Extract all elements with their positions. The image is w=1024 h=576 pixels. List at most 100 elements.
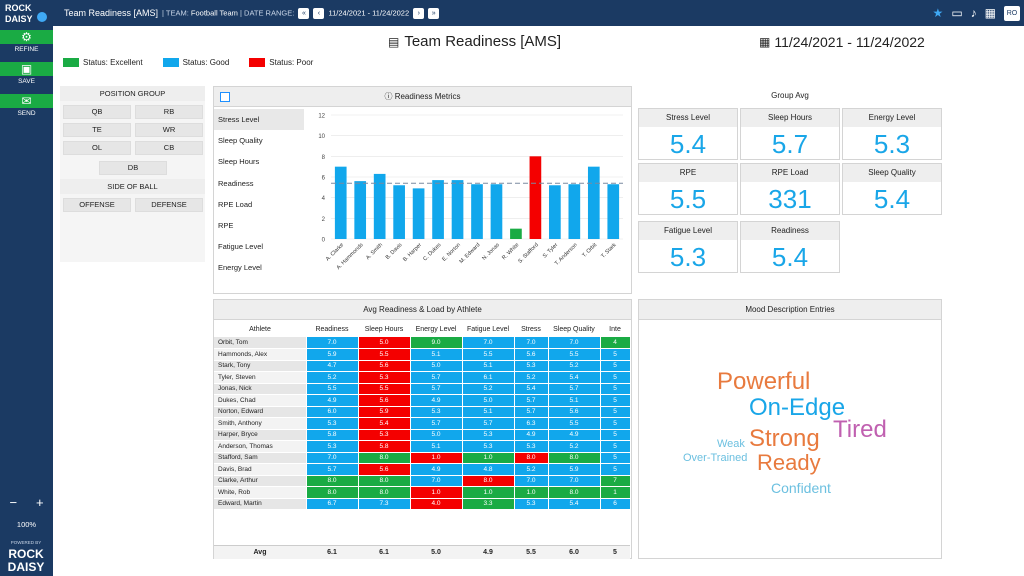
legend-swatch-poor (249, 58, 266, 67)
table-cell: 7.3 (358, 498, 411, 510)
metric-sleep-hours[interactable]: Sleep Hours (218, 157, 260, 167)
metric-readiness[interactable]: Readiness (218, 178, 254, 188)
save-button[interactable]: ▣ SAVE (0, 62, 53, 85)
favorite-star-icon[interactable]: ★ (932, 6, 944, 20)
column-header[interactable]: Athlete (214, 321, 306, 337)
table-cell: 8.0 (358, 475, 411, 487)
svg-text:DAISY: DAISY (8, 560, 45, 574)
tile-label: Readiness (741, 222, 839, 240)
filter-defense[interactable]: DEFENSE (135, 198, 203, 212)
table-row[interactable]: Anderson, Thomas 5.3 5.8 5.1 5.3 5.3 5.2 5 (214, 440, 630, 453)
bar (529, 156, 542, 239)
filter-offense[interactable]: OFFENSE (63, 198, 131, 212)
tile-energy-level: Energy Level 5.3 (842, 108, 942, 160)
filter-qb[interactable]: QB (63, 105, 131, 119)
table-row[interactable]: Hammonds, Alex 5.9 5.5 5.1 5.5 5.6 5.5 5 (214, 348, 630, 361)
column-header[interactable]: Inte (600, 321, 630, 337)
send-button[interactable]: ✉ SEND (0, 94, 53, 117)
mood-word: Over-Trained (683, 452, 748, 464)
column-header[interactable]: Sleep Hours (358, 321, 410, 337)
column-header[interactable]: Stress (514, 321, 548, 337)
metric-sleep-quality[interactable]: Sleep Quality (218, 136, 263, 146)
table-cell: 8.0 (358, 452, 411, 464)
column-header[interactable]: Energy Level (410, 321, 462, 337)
refine-button[interactable]: ⚙ REFINE (0, 30, 53, 53)
table-cell: 5.3 (358, 371, 411, 384)
table-row[interactable]: Jonas, Nick 5.5 5.5 5.7 5.2 5.4 5.7 5 (214, 383, 630, 395)
tile-sleep-hours: Sleep Hours 5.7 (740, 108, 840, 160)
table-row[interactable]: Stark, Tony 4.7 5.6 5.0 5.1 5.3 5.2 5 (214, 360, 630, 372)
table-row[interactable]: White, Rob 8.0 8.0 1.0 1.0 1.0 8.0 1 (214, 486, 630, 499)
table-cell: 5.4 (358, 417, 411, 430)
table-cell: 5.0 (358, 337, 411, 349)
metric-rpe[interactable]: RPE (218, 220, 234, 230)
table-cell: 5.0 (462, 394, 515, 407)
bar (432, 180, 444, 239)
filter-wr[interactable]: WR (135, 123, 203, 137)
athlete-name: Jonas, Nick (214, 383, 307, 395)
prev-period-button[interactable]: ‹ (313, 8, 325, 19)
athlete-name: White, Rob (214, 486, 307, 499)
zoom-in-button[interactable]: + (35, 495, 44, 510)
x-tick-label: A. Smith (365, 242, 384, 261)
table-cell: 5.7 (462, 417, 515, 430)
readiness-metrics-title: Readiness Metrics (394, 92, 461, 101)
table-cell: 1.0 (410, 452, 463, 464)
filter-rb[interactable]: RB (135, 105, 203, 119)
table-cell: 5.6 (358, 394, 411, 407)
table-cell: 4.9 (306, 394, 359, 407)
filter-db[interactable]: DB (99, 161, 167, 175)
column-header[interactable]: Fatigue Level (462, 321, 514, 337)
table-row[interactable]: Smith, Anthony 5.3 5.4 5.7 5.7 6.3 5.5 5 (214, 417, 630, 430)
metric-energy-level[interactable]: Energy Level (218, 263, 262, 273)
notification-bell-icon[interactable]: ♪ (970, 6, 977, 20)
table-row[interactable]: Clarke, Arthur 8.0 8.0 7.0 8.0 7.0 7.0 7 (214, 475, 630, 487)
table-row[interactable]: Tyler, Steven 5.2 5.3 5.7 6.1 5.2 5.4 5 (214, 371, 630, 384)
zoom-out-button[interactable]: − (9, 495, 18, 510)
table-cell: 5.7 (514, 394, 549, 407)
table-cell: 5 (600, 348, 630, 361)
select-checkbox[interactable] (220, 92, 230, 102)
table-row[interactable]: Norton, Edward 6.0 5.9 5.3 5.1 5.7 5.6 5 (214, 406, 630, 418)
table-row[interactable]: Dukes, Chad 4.9 5.6 4.9 5.0 5.7 5.1 5 (214, 394, 630, 407)
table-cell: 5.2 (548, 360, 601, 372)
team-name[interactable]: Football Team (190, 8, 238, 18)
date-range-value[interactable]: 11/24/2021 - 11/24/2022 (328, 8, 410, 18)
readiness-metrics-header: ⓘ Readiness Metrics (214, 87, 631, 107)
legend-swatch-good (162, 58, 179, 67)
first-period-button[interactable]: « (298, 8, 310, 19)
filter-te[interactable]: TE (63, 123, 131, 137)
metric-stress-level[interactable]: Stress Level (214, 109, 304, 131)
table-row[interactable]: Stafford, Sam 7.0 8.0 1.0 1.0 8.0 8.0 5 (214, 452, 630, 464)
table-row[interactable]: Edward, Martin 6.7 7.3 4.0 3.3 5.3 5.4 6 (214, 498, 630, 510)
table-row[interactable]: Davis, Brad 5.7 5.6 4.9 4.8 5.2 5.9 5 (214, 463, 630, 476)
mood-title: Mood Description Entries (639, 300, 941, 320)
position-group-header: POSITION GROUP (60, 86, 205, 101)
y-tick-label: 2 (322, 217, 326, 223)
table-row[interactable]: Orbit, Tom 7.0 5.0 9.0 7.0 7.0 7.0 4 (214, 337, 630, 349)
top-bar: ROCK DAISY Team Readiness [AMS] | TEAM: … (0, 0, 1024, 26)
athlete-table-panel: Avg Readiness & Load by Athlete Athlete R… (213, 299, 632, 559)
column-header[interactable]: Sleep Quality (548, 321, 600, 337)
column-header[interactable]: Readiness (306, 321, 358, 337)
filter-ol[interactable]: OL (63, 141, 131, 155)
next-period-button[interactable]: › (413, 8, 425, 19)
status-legend: Status: Excellent Status: Good Status: P… (63, 58, 313, 67)
legend-good: Status: Good (162, 58, 229, 67)
apps-grid-icon[interactable]: ▦ (984, 6, 996, 20)
filter-cb[interactable]: CB (135, 141, 203, 155)
table-cell: 5.0 (410, 429, 463, 441)
table-row[interactable]: Harper, Bryce 5.8 5.3 5.0 5.3 4.9 4.9 5 (214, 429, 630, 441)
metric-rpe-load[interactable]: RPE Load (218, 199, 253, 209)
table-cell: 5.1 (410, 440, 463, 453)
table-cell: 5.3 (514, 440, 549, 453)
presentation-icon[interactable]: ▭ (951, 6, 963, 20)
last-period-button[interactable]: » (428, 8, 440, 19)
user-avatar[interactable]: RO (1004, 5, 1020, 21)
athlete-name: Clarke, Arthur (214, 475, 307, 487)
tile-label: RPE Load (741, 164, 839, 182)
athlete-table-scroll[interactable]: Athlete Readiness Sleep Hours Energy Level F… (214, 321, 630, 539)
metric-fatigue-level[interactable]: Fatigue Level (218, 242, 264, 252)
mood-word: Ready (757, 450, 821, 475)
table-cell: 5 (600, 417, 630, 430)
